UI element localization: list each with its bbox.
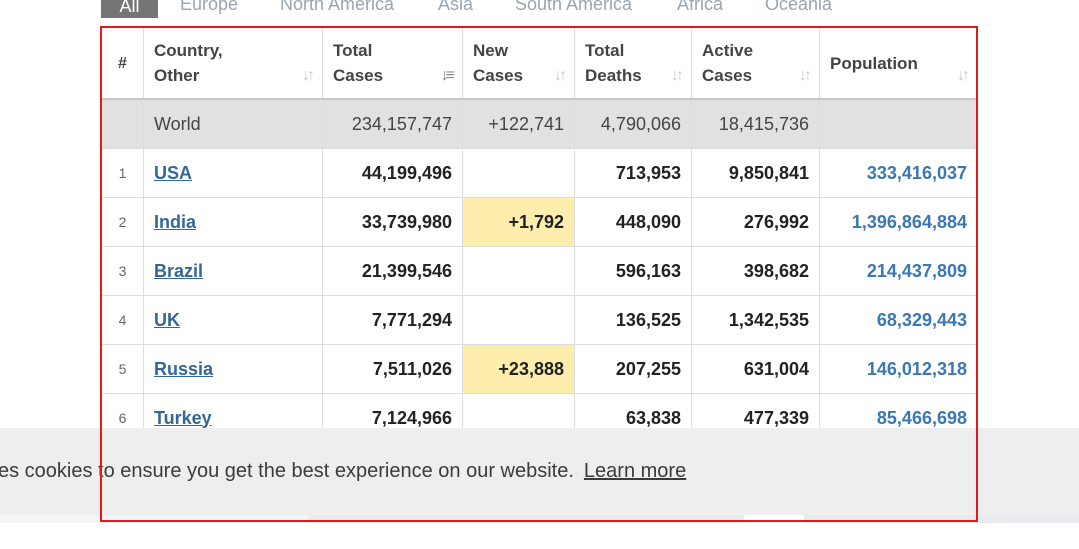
header-country-line2: Other — [154, 66, 200, 85]
world-new-cases: +122,741 — [462, 98, 575, 149]
active-cases-cell: 631,004 — [691, 344, 820, 394]
rank-cell: 5 — [101, 344, 144, 394]
cookie-message: es cookies to ensure you get the best ex… — [0, 460, 686, 483]
sort-descending-icon: ↓≡ — [440, 67, 455, 84]
population-cell: 333,416,037 — [819, 148, 977, 198]
cookie-banner: es cookies to ensure you get the best ex… — [0, 428, 1079, 515]
new-cases-cell: +1,792 — [462, 197, 575, 247]
header-rank[interactable]: # — [101, 27, 144, 100]
country-cell: Russia — [143, 344, 323, 394]
header-total-cases-line2: Cases — [333, 66, 384, 85]
sort-icon: ↓↑ — [957, 67, 970, 84]
header-active-cases-line1: Active — [702, 41, 754, 60]
header-total-cases-line1: Total — [333, 41, 373, 60]
new-cases-cell — [462, 148, 575, 198]
sort-icon: ↓↑ — [799, 67, 812, 84]
world-total-cases: 234,157,747 — [322, 98, 463, 149]
rank-cell: 3 — [101, 246, 144, 296]
country-link[interactable]: India — [154, 211, 197, 232]
total-cases-cell: 7,771,294 — [322, 295, 463, 345]
header-total-deaths-line1: Total — [585, 41, 625, 60]
table-header-row: # Country, Other ↓↑ Total Cases ↓≡ New Case… — [101, 27, 977, 100]
rank-cell: 2 — [101, 197, 144, 247]
header-total-deaths[interactable]: Total Deaths ↓↑ — [574, 27, 692, 100]
covid-table-container: # Country, Other ↓↑ Total Cases ↓≡ New Case… — [101, 27, 977, 524]
total-cases-cell: 44,199,496 — [322, 148, 463, 198]
total-cases-cell: 7,511,026 — [322, 344, 463, 394]
active-cases-cell: 276,992 — [691, 197, 820, 247]
country-link[interactable]: USA — [154, 162, 193, 183]
rank-cell: 4 — [101, 295, 144, 345]
table-row: 2 India 33,739,980 +1,792 448,090 276,99… — [101, 197, 977, 247]
tab-all[interactable]: All — [101, 0, 158, 18]
background-strip — [308, 515, 744, 523]
world-total-deaths: 4,790,066 — [574, 98, 692, 149]
total-cases-cell: 33,739,980 — [322, 197, 463, 247]
table-row: 5 Russia 7,511,026 +23,888 207,255 631,0… — [101, 344, 977, 394]
population-cell: 214,437,809 — [819, 246, 977, 296]
population-cell: 1,396,864,884 — [819, 197, 977, 247]
tab-south-america[interactable]: South America — [515, 0, 633, 14]
rank-cell: 1 — [101, 148, 144, 198]
header-population[interactable]: Population ↓↑ — [819, 27, 977, 100]
active-cases-cell: 398,682 — [691, 246, 820, 296]
tab-europe[interactable]: Europe — [180, 0, 239, 14]
world-name: World — [143, 98, 323, 149]
country-link[interactable]: Turkey — [154, 407, 212, 428]
population-cell: 146,012,318 — [819, 344, 977, 394]
header-country[interactable]: Country, Other ↓↑ — [143, 27, 323, 100]
world-active-cases: 18,415,736 — [691, 98, 820, 149]
country-cell: Brazil — [143, 246, 323, 296]
new-cases-cell: +23,888 — [462, 344, 575, 394]
world-rank-cell — [101, 98, 144, 149]
background-strip — [804, 515, 1079, 523]
country-cell: India — [143, 197, 323, 247]
table-row: 3 Brazil 21,399,546 596,163 398,682 214,… — [101, 246, 977, 296]
sort-icon: ↓↑ — [302, 67, 315, 84]
total-deaths-cell: 136,525 — [574, 295, 692, 345]
header-new-cases-line1: New — [473, 41, 508, 60]
learn-more-link[interactable]: Learn more — [583, 460, 687, 482]
new-cases-cell — [462, 246, 575, 296]
country-link[interactable]: Russia — [154, 358, 214, 379]
header-active-cases-line2: Cases — [702, 66, 753, 85]
total-deaths-cell: 448,090 — [574, 197, 692, 247]
country-link[interactable]: UK — [154, 309, 180, 330]
table-row: 4 UK 7,771,294 136,525 1,342,535 68,329,… — [101, 295, 977, 345]
tab-africa[interactable]: Africa — [677, 0, 724, 14]
header-total-deaths-line2: Deaths — [585, 66, 642, 85]
world-population — [819, 98, 977, 149]
total-deaths-cell: 207,255 — [574, 344, 692, 394]
active-cases-cell: 1,342,535 — [691, 295, 820, 345]
total-deaths-cell: 713,953 — [574, 148, 692, 198]
header-new-cases[interactable]: New Cases ↓↑ — [462, 27, 575, 100]
background-strip — [0, 515, 308, 523]
total-deaths-cell: 596,163 — [574, 246, 692, 296]
tab-asia[interactable]: Asia — [438, 0, 474, 14]
country-cell: USA — [143, 148, 323, 198]
world-row: World 234,157,747 +122,741 4,790,066 18,… — [101, 98, 977, 149]
population-cell: 68,329,443 — [819, 295, 977, 345]
header-total-cases[interactable]: Total Cases ↓≡ — [322, 27, 463, 100]
country-link[interactable]: Brazil — [154, 260, 204, 281]
header-rank-label: # — [118, 54, 127, 72]
header-active-cases[interactable]: Active Cases ↓↑ — [691, 27, 820, 100]
header-population-label: Population — [830, 53, 918, 73]
sort-icon: ↓↑ — [554, 67, 567, 84]
header-country-line1: Country, — [154, 41, 223, 60]
table-row: 1 USA 44,199,496 713,953 9,850,841 333,4… — [101, 148, 977, 198]
covid-table: # Country, Other ↓↑ Total Cases ↓≡ New Case… — [101, 27, 977, 443]
tab-north-america[interactable]: North America — [280, 0, 395, 14]
cookie-message-text: es cookies to ensure you get the best ex… — [0, 460, 574, 482]
new-cases-cell — [462, 295, 575, 345]
active-cases-cell: 9,850,841 — [691, 148, 820, 198]
sort-icon: ↓↑ — [671, 67, 684, 84]
region-tabs: All Europe North America Asia South Amer… — [0, 0, 1079, 18]
total-cases-cell: 21,399,546 — [322, 246, 463, 296]
header-new-cases-line2: Cases — [473, 66, 524, 85]
country-cell: UK — [143, 295, 323, 345]
tab-oceania[interactable]: Oceania — [765, 0, 833, 14]
